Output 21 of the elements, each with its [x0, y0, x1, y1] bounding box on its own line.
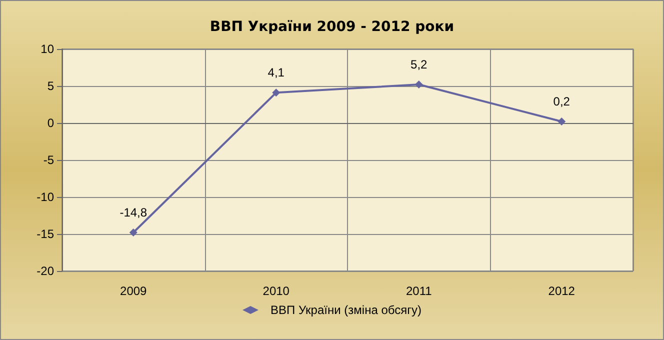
data-label: 4,1: [268, 66, 285, 80]
x-tick-label: 2009: [120, 284, 148, 298]
y-tick-label: -15: [36, 227, 54, 241]
data-label: 0,2: [553, 94, 570, 109]
data-label: 5,2: [410, 58, 428, 72]
y-tick-label: 5: [47, 79, 54, 93]
y-tick-label: -20: [36, 264, 54, 278]
point: [558, 118, 566, 126]
x-tick-label: 2011: [406, 284, 432, 298]
y-tick-label: 0: [47, 116, 54, 130]
legend-label: ВВП України (зміна обсягу): [270, 303, 422, 317]
point: [414, 80, 423, 89]
x-tick-label: 2012: [548, 284, 576, 298]
y-tick-label: -5: [43, 153, 54, 167]
chart-title: ВВП України 2009 - 2012 роки: [210, 19, 454, 35]
y-tick-label: -10: [36, 190, 54, 204]
point: [272, 88, 280, 97]
point: [129, 228, 138, 237]
y-tick-label: 10: [40, 42, 54, 56]
data-label: -14,8: [120, 206, 148, 220]
x-tick-label: 2010: [262, 284, 290, 298]
